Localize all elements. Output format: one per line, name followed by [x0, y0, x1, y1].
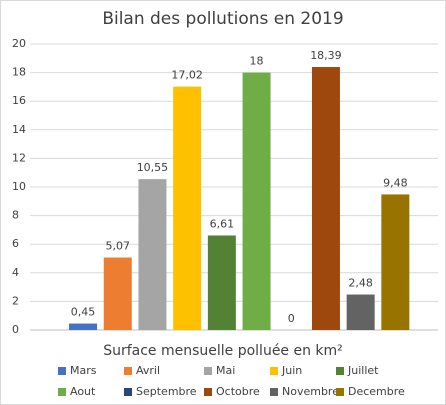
bar [173, 86, 202, 330]
bar [311, 67, 340, 330]
y-tick-label: 2 [12, 294, 19, 307]
y-tick-label: 20 [12, 37, 26, 50]
bar [69, 323, 98, 330]
bar [103, 257, 132, 330]
data-label: 0,45 [71, 306, 96, 319]
legend-marker [270, 388, 278, 396]
bar [346, 294, 375, 330]
legend-label: Juin [281, 364, 302, 377]
bar [138, 179, 167, 330]
x-axis-label: Surface mensuelle polluée en km² [103, 343, 343, 359]
bar [381, 194, 410, 330]
legend-marker [124, 367, 132, 375]
legend-label: Aout [70, 385, 96, 398]
y-tick-label: 16 [12, 94, 26, 107]
y-tick-label: 12 [12, 151, 26, 164]
data-label: 2,48 [348, 277, 373, 290]
bar [242, 72, 271, 330]
y-tick-label: 10 [12, 180, 26, 193]
bar [207, 235, 236, 330]
legend-label: Octobre [216, 385, 260, 398]
data-label: 6,61 [210, 217, 235, 230]
data-label: 0 [288, 312, 295, 325]
legend-label: Novembre [282, 385, 339, 398]
y-tick-label: 14 [12, 123, 26, 136]
legend-marker [58, 388, 66, 396]
legend-marker [270, 367, 278, 375]
legend-marker [124, 388, 132, 396]
legend-label: Mars [70, 364, 97, 377]
legend-label: Juillet [347, 364, 379, 377]
y-tick-label: 6 [12, 237, 19, 250]
legend-marker [204, 367, 212, 375]
legend-marker [204, 388, 212, 396]
legend-marker [336, 388, 344, 396]
y-tick-label: 0 [12, 323, 19, 336]
legend-marker [58, 367, 66, 375]
legend-label: Mai [216, 364, 235, 377]
legend-marker [336, 367, 344, 375]
data-label: 10,55 [137, 161, 169, 174]
y-tick-label: 18 [12, 66, 26, 79]
legend-label: Decembre [348, 385, 405, 398]
y-tick-label: 8 [12, 209, 19, 222]
data-label: 5,07 [106, 239, 131, 252]
data-label: 18,39 [310, 49, 342, 62]
data-label: 9,48 [383, 176, 408, 189]
legend-label: Avril [136, 364, 160, 377]
chart-title: Bilan des pollutions en 2019 [102, 9, 343, 29]
legend-label: Septembre [136, 385, 197, 398]
data-label: 18 [250, 55, 264, 68]
y-tick-label: 4 [12, 266, 19, 279]
data-label: 17,02 [171, 69, 203, 82]
